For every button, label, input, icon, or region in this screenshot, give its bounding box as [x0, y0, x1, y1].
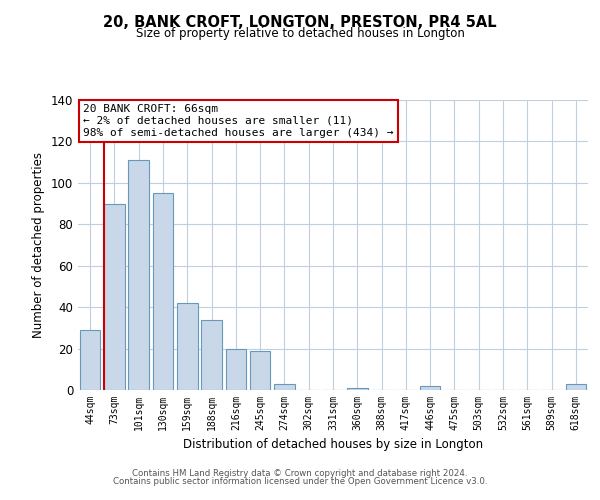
Bar — [566, 384, 586, 390]
Text: 20 BANK CROFT: 66sqm
← 2% of detached houses are smaller (11)
98% of semi-detach: 20 BANK CROFT: 66sqm ← 2% of detached ho… — [83, 104, 394, 138]
Bar — [80, 330, 100, 390]
Bar — [177, 303, 197, 390]
Bar — [128, 160, 149, 390]
Text: Size of property relative to detached houses in Longton: Size of property relative to detached ho… — [136, 28, 464, 40]
Text: 20, BANK CROFT, LONGTON, PRESTON, PR4 5AL: 20, BANK CROFT, LONGTON, PRESTON, PR4 5A… — [103, 15, 497, 30]
X-axis label: Distribution of detached houses by size in Longton: Distribution of detached houses by size … — [183, 438, 483, 452]
Text: Contains public sector information licensed under the Open Government Licence v3: Contains public sector information licen… — [113, 477, 487, 486]
Text: Contains HM Land Registry data © Crown copyright and database right 2024.: Contains HM Land Registry data © Crown c… — [132, 468, 468, 477]
Bar — [152, 193, 173, 390]
Bar — [274, 384, 295, 390]
Bar — [347, 388, 368, 390]
Bar — [420, 386, 440, 390]
Bar — [226, 348, 246, 390]
Y-axis label: Number of detached properties: Number of detached properties — [32, 152, 45, 338]
Bar — [250, 350, 271, 390]
Bar — [201, 320, 222, 390]
Bar — [104, 204, 125, 390]
